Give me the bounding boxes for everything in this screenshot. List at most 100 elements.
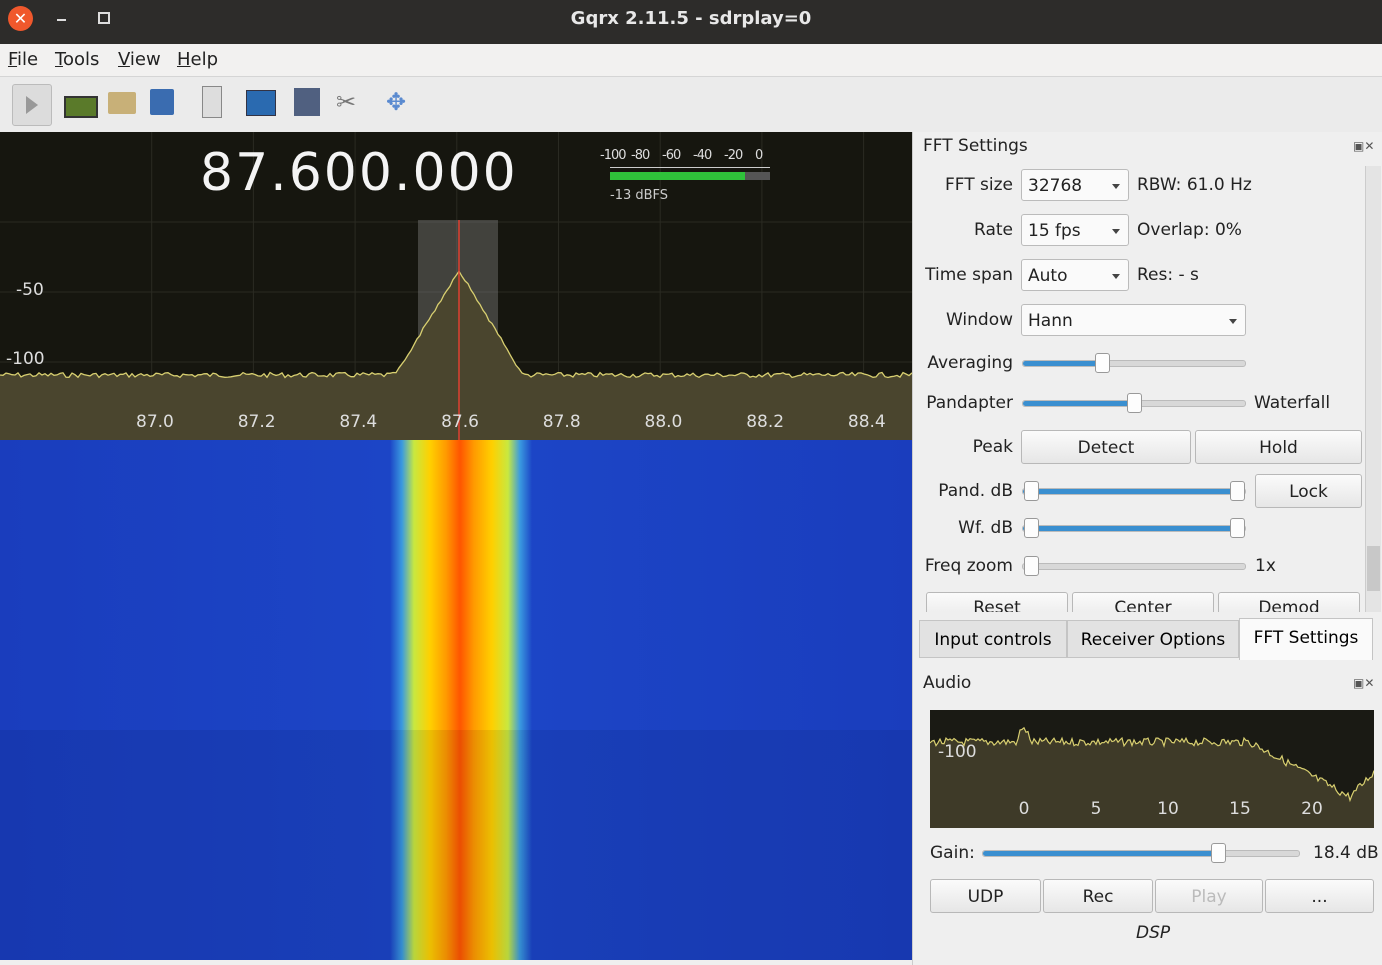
waterfall-shade — [0, 730, 912, 960]
start-button[interactable] — [12, 84, 52, 126]
slider[interactable] — [1022, 393, 1246, 413]
gain-slider[interactable] — [982, 843, 1300, 863]
open-icon[interactable] — [108, 92, 136, 114]
tools-icon[interactable]: ✂ — [336, 88, 357, 116]
audio-x-label: 5 — [1090, 799, 1102, 819]
button[interactable]: Detect — [1021, 430, 1191, 464]
x-label: 88.4 — [847, 412, 886, 432]
x-label: 87.4 — [339, 412, 378, 432]
x-label: 87.6 — [441, 412, 479, 432]
toolbar — [0, 76, 1382, 133]
y-label: -50 — [16, 280, 44, 300]
x-label: 88.0 — [644, 412, 683, 432]
gain-label: Gain: — [930, 843, 975, 863]
info-label: RBW: 61.0 Hz — [1137, 175, 1252, 195]
info-label: Res: - s — [1137, 265, 1199, 285]
field-label: Time span — [925, 265, 1013, 285]
menu-item[interactable]: Help — [177, 49, 219, 70]
tab-selected[interactable]: FFT Settings — [1239, 618, 1373, 660]
button[interactable]: Rec — [1043, 879, 1153, 913]
meter-scale-label: -40 — [693, 148, 712, 163]
audio-fft — [930, 710, 1374, 828]
field-label: FFT size — [944, 175, 1013, 195]
close-button[interactable]: ✕ — [8, 6, 33, 31]
waterfall[interactable] — [0, 440, 912, 960]
slider[interactable] — [1022, 481, 1246, 501]
spectrum-trace — [0, 269, 912, 379]
meter-scale-line — [610, 167, 770, 168]
button-disabled: Play — [1155, 879, 1263, 913]
button[interactable]: Demod — [1218, 592, 1360, 612]
tab[interactable]: Input controls — [919, 620, 1067, 658]
slider[interactable] — [1022, 556, 1246, 576]
field-label: Pand. dB — [938, 481, 1013, 501]
audio-x-label: 20 — [1301, 799, 1323, 819]
x-label: 88.2 — [746, 412, 785, 432]
doc-icon[interactable] — [202, 86, 222, 118]
field-label: Window — [945, 310, 1013, 330]
field-label: Wf. dB — [958, 518, 1013, 538]
menu-bar: File Tools View Help — [0, 44, 1382, 76]
minimize-button[interactable] — [57, 19, 66, 21]
button[interactable]: ... — [1265, 879, 1374, 913]
gain-value: 18.4 dB — [1313, 843, 1379, 863]
x-label: 87.0 — [136, 412, 174, 432]
meter-scale-label: -100 — [600, 148, 626, 163]
button[interactable]: Reset — [926, 592, 1068, 612]
field-label: Averaging — [927, 353, 1013, 373]
spectrum-plot[interactable] — [0, 132, 912, 440]
y-label: -100 — [6, 349, 45, 369]
tab[interactable]: Receiver Options — [1067, 620, 1239, 658]
combo-box[interactable]: Auto — [1021, 259, 1129, 291]
device-icon[interactable] — [64, 96, 98, 118]
info-label: Waterfall — [1254, 393, 1331, 413]
x-label: 87.8 — [542, 412, 581, 432]
clipped-buttons: Reset Center Demod — [920, 590, 1364, 612]
side-panel — [912, 132, 1382, 965]
combo-box[interactable]: 15 fps — [1021, 214, 1129, 246]
info-label: 1x — [1255, 556, 1276, 576]
field-label: Peak — [972, 437, 1013, 457]
scroll-thumb[interactable] — [1367, 546, 1380, 591]
combo-box[interactable]: 32768 — [1021, 169, 1129, 201]
signal-level: -13 dBFS — [610, 188, 669, 203]
audio-x-label: 10 — [1157, 799, 1179, 819]
button[interactable]: Hold — [1195, 430, 1362, 464]
slider[interactable] — [1022, 518, 1246, 538]
save-icon[interactable] — [150, 89, 174, 115]
meter-scale-label: -80 — [631, 148, 650, 163]
field-label: Freq zoom — [924, 556, 1013, 576]
combo-box[interactable]: Hann — [1021, 304, 1246, 336]
scrollbar[interactable] — [1365, 166, 1381, 612]
spectrum-fill — [0, 271, 912, 440]
button[interactable]: UDP — [930, 879, 1041, 913]
dock-buttons[interactable]: ▣✕ — [1353, 139, 1375, 153]
dock-title: Audio — [923, 673, 972, 693]
window-title: Gqrx 2.11.5 - sdrplay=0 — [570, 8, 812, 29]
remote-icon[interactable] — [294, 88, 320, 116]
audio-fill — [930, 727, 1374, 828]
field-label: Pandapter — [926, 393, 1013, 413]
meter-scale-label: -60 — [662, 148, 681, 163]
button[interactable]: Lock — [1255, 474, 1362, 508]
display-icon[interactable] — [246, 90, 276, 116]
meter-bar — [610, 172, 745, 180]
meter-scale-label: -20 — [724, 148, 743, 163]
title-bar — [0, 0, 1382, 44]
dock-title: FFT Settings — [923, 136, 1028, 156]
menu-item[interactable]: View — [118, 49, 161, 70]
layout-icon[interactable]: ✥ — [386, 88, 407, 116]
button[interactable]: Center — [1072, 592, 1214, 612]
info-label: Overlap: 0% — [1137, 220, 1242, 240]
meter-track — [610, 172, 770, 180]
dock-buttons[interactable]: ▣✕ — [1353, 676, 1375, 690]
audio-x-label: 15 — [1229, 799, 1251, 819]
menu-item[interactable]: File — [8, 49, 39, 70]
audio-trace — [930, 726, 1374, 803]
menu-item[interactable]: Tools — [55, 49, 100, 70]
maximize-button[interactable] — [98, 12, 110, 24]
x-label: 87.2 — [237, 412, 276, 432]
slider[interactable] — [1022, 353, 1246, 373]
frequency-display[interactable]: 87.600.000 — [200, 143, 518, 203]
